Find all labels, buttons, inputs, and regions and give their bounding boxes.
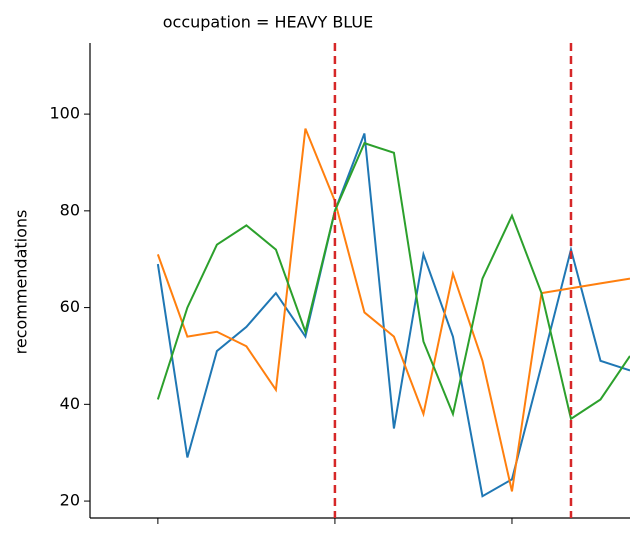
line-series (156, 133, 630, 498)
line-series (156, 128, 630, 492)
y-tick-label: 80 (60, 200, 80, 219)
y-tick-label: 20 (60, 491, 80, 510)
y-tick-label: 60 (60, 297, 80, 316)
y-tick-label: 100 (49, 104, 80, 123)
y-axis-label: recommendations (12, 210, 31, 355)
chart-title: occupation = HEAVY BLUE (163, 13, 374, 32)
y-tick-label: 40 (60, 394, 80, 413)
line-series (156, 141, 630, 421)
